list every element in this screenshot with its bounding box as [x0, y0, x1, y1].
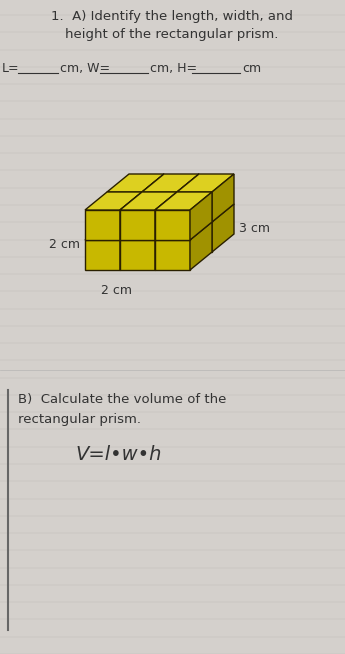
Polygon shape — [142, 204, 164, 252]
Polygon shape — [85, 240, 120, 270]
Polygon shape — [142, 204, 199, 222]
Text: 2 cm: 2 cm — [49, 239, 80, 252]
Polygon shape — [177, 204, 199, 252]
Text: L=: L= — [2, 62, 20, 75]
Text: cm, H=: cm, H= — [150, 62, 197, 75]
Polygon shape — [107, 204, 164, 222]
Polygon shape — [177, 204, 234, 222]
Polygon shape — [177, 174, 234, 192]
Polygon shape — [142, 192, 177, 222]
Polygon shape — [107, 192, 142, 222]
Text: cm: cm — [242, 62, 261, 75]
Text: rectangular prism.: rectangular prism. — [18, 413, 141, 426]
Polygon shape — [177, 222, 212, 252]
Polygon shape — [155, 222, 212, 240]
Polygon shape — [212, 174, 234, 222]
Text: V=l•w•h: V=l•w•h — [75, 445, 161, 464]
Text: height of the rectangular prism.: height of the rectangular prism. — [65, 28, 279, 41]
Polygon shape — [85, 192, 142, 210]
Polygon shape — [85, 222, 142, 240]
Polygon shape — [177, 192, 212, 222]
Polygon shape — [190, 192, 212, 240]
Polygon shape — [107, 174, 164, 192]
Polygon shape — [212, 204, 234, 252]
Polygon shape — [120, 192, 177, 210]
Polygon shape — [155, 222, 177, 270]
Polygon shape — [155, 192, 212, 210]
Polygon shape — [177, 174, 199, 222]
Polygon shape — [107, 222, 142, 252]
Polygon shape — [190, 222, 212, 270]
Polygon shape — [120, 210, 155, 240]
Polygon shape — [155, 210, 190, 240]
Text: cm, W=: cm, W= — [60, 62, 110, 75]
Polygon shape — [142, 174, 164, 222]
Polygon shape — [120, 240, 155, 270]
Polygon shape — [155, 192, 177, 240]
Polygon shape — [120, 222, 177, 240]
Text: 2 cm: 2 cm — [101, 284, 132, 297]
Polygon shape — [120, 192, 142, 240]
Text: 3 cm: 3 cm — [239, 222, 270, 235]
Polygon shape — [120, 222, 142, 270]
Text: B)  Calculate the volume of the: B) Calculate the volume of the — [18, 393, 226, 406]
Polygon shape — [142, 174, 199, 192]
Polygon shape — [85, 210, 120, 240]
Polygon shape — [155, 240, 190, 270]
Text: 1.  A) Identify the length, width, and: 1. A) Identify the length, width, and — [51, 10, 293, 23]
Polygon shape — [142, 222, 177, 252]
